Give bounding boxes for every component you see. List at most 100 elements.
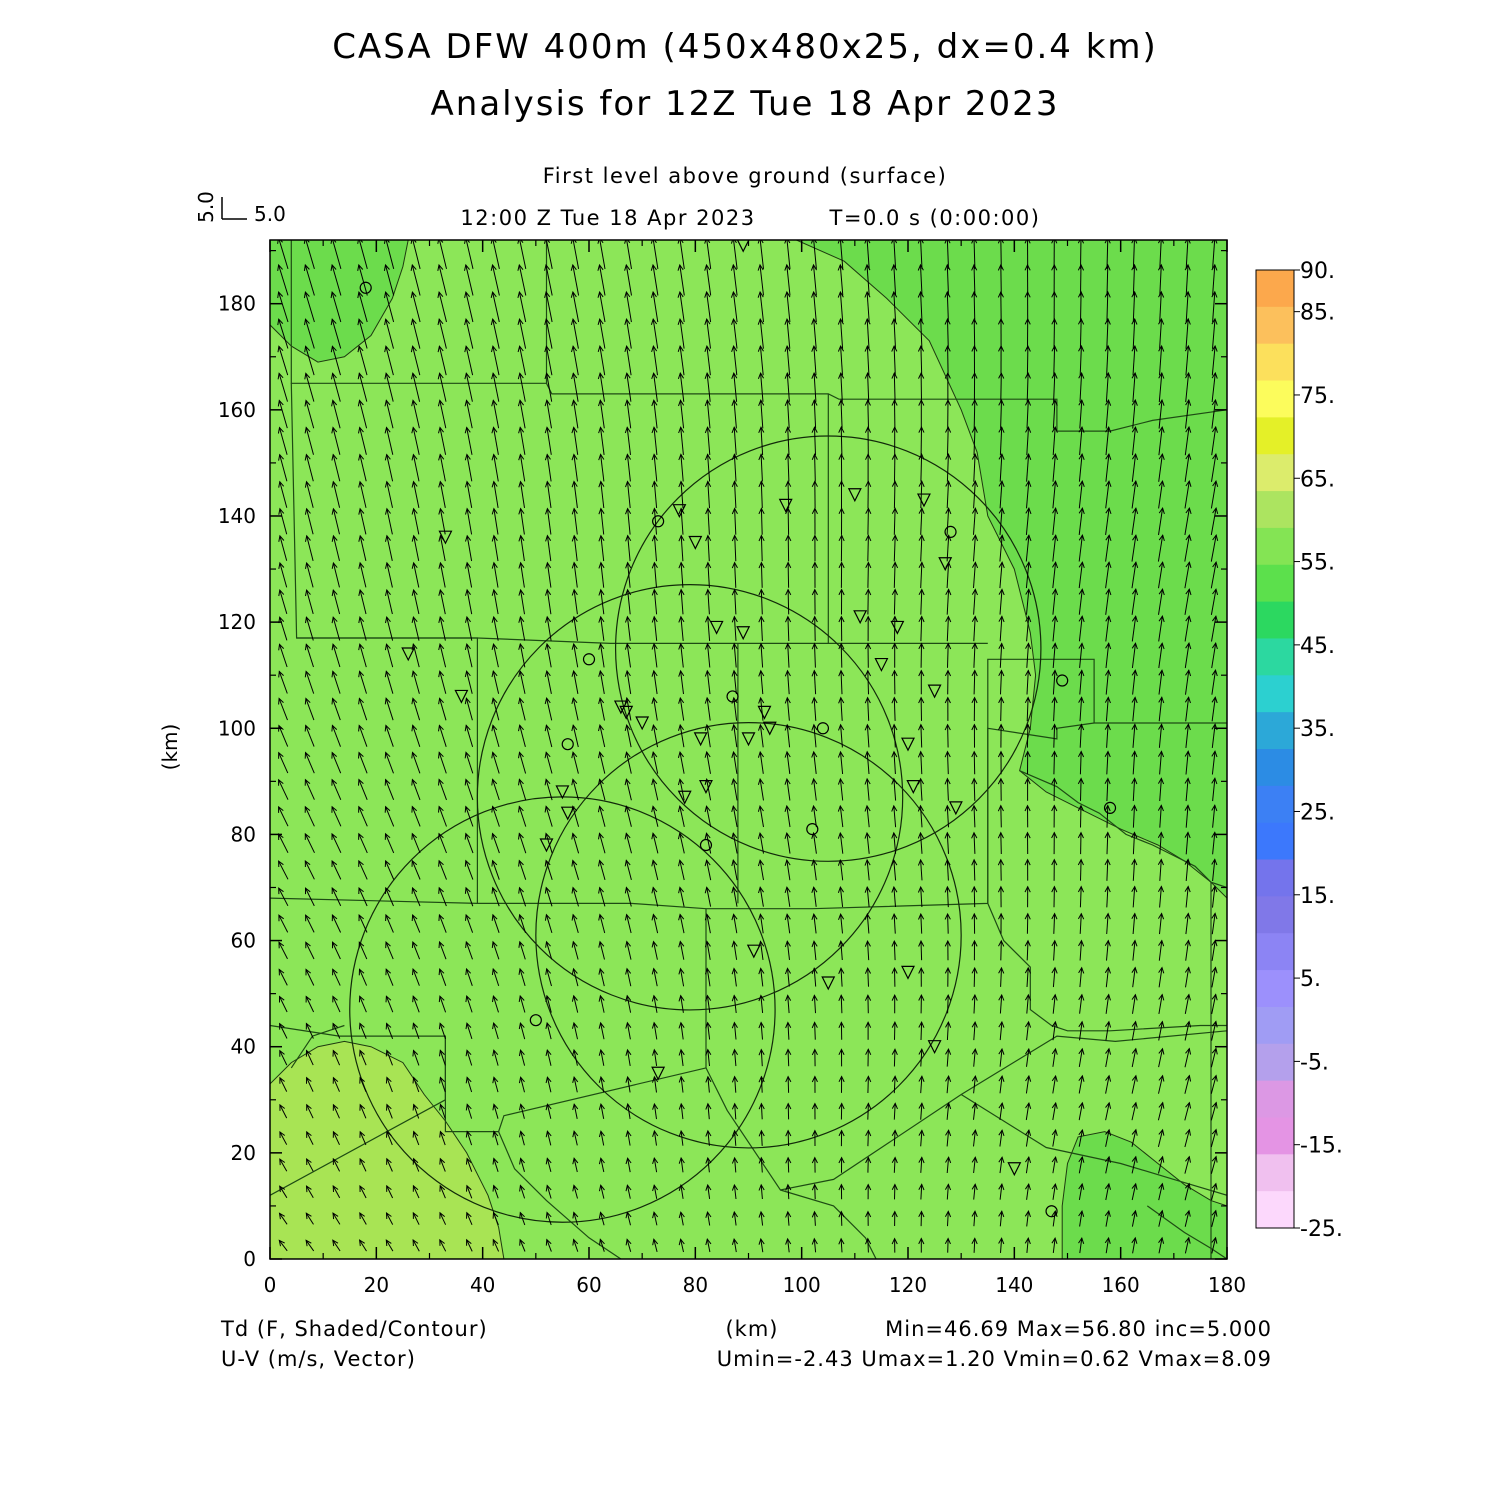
wind-vector: [625, 561, 632, 588]
wind-vector: [838, 1156, 845, 1173]
wind-vector: [864, 885, 871, 907]
wind-vector: [1210, 1155, 1218, 1174]
wind-vector: [678, 913, 685, 934]
wind-vector: [1077, 804, 1084, 828]
station-circle: [806, 823, 819, 836]
wind-vector: [385, 995, 394, 1013]
wind-vector: [1210, 560, 1219, 589]
wind-vector: [918, 371, 925, 402]
wind-vector: [492, 1076, 499, 1093]
colorbar-label: 75.: [1300, 384, 1335, 409]
station-triangle: [762, 721, 777, 736]
wind-vector: [464, 805, 474, 827]
wind-vector: [998, 398, 1005, 429]
wind-vector: [464, 751, 474, 774]
wind-vector: [518, 426, 526, 455]
wind-vector: [625, 967, 632, 987]
wind-vector: [945, 1075, 952, 1094]
wind-vector: [864, 831, 871, 854]
wind-vector: [677, 317, 685, 349]
wind-vector: [598, 1157, 605, 1173]
wind-vector: [517, 345, 526, 376]
wind-vector: [1131, 831, 1138, 855]
wind-vector: [1078, 1236, 1085, 1254]
wind-vector: [971, 240, 978, 269]
wind-vector: [571, 615, 578, 641]
wind-vector: [491, 967, 500, 987]
wind-vector: [544, 859, 553, 880]
wind-vector: [704, 886, 712, 907]
wind-vector: [358, 697, 368, 721]
wind-vector: [757, 240, 764, 269]
wind-vector: [865, 1129, 872, 1147]
wind-vector: [517, 399, 526, 429]
wind-vector: [731, 804, 738, 828]
wind-vector: [465, 1130, 473, 1146]
wind-vector: [784, 777, 791, 801]
wind-vector: [544, 453, 552, 482]
wind-vector: [279, 1049, 288, 1066]
wind-vector: [865, 1075, 872, 1094]
wind-vector: [650, 290, 659, 323]
wind-vector: [357, 399, 368, 429]
wind-vector: [1158, 669, 1165, 695]
wind-vector: [731, 1210, 739, 1226]
wind-vector: [439, 1049, 446, 1066]
wind-vector: [304, 480, 314, 508]
wind-vector: [332, 1130, 340, 1146]
wind-vector: [864, 240, 871, 269]
wind-vector: [1184, 993, 1191, 1014]
wind-vector: [730, 263, 738, 296]
wind-vector: [891, 1048, 898, 1067]
wind-vector: [437, 263, 447, 296]
wind-vector: [597, 372, 605, 402]
wind-vector: [439, 1238, 447, 1252]
wind-vector: [1025, 1128, 1032, 1147]
wind-vector: [1078, 561, 1085, 589]
wind-vector: [865, 1237, 872, 1253]
wind-vector: [998, 1074, 1005, 1094]
wind-vector: [304, 751, 315, 774]
wind-vector: [1104, 1209, 1111, 1227]
station-triangle: [560, 806, 575, 821]
wind-vector: [1158, 317, 1165, 349]
wind-vector: [466, 1238, 473, 1252]
wind-vector: [891, 831, 898, 854]
station-triangle: [438, 530, 453, 545]
wind-vector: [944, 831, 951, 854]
wind-vector: [278, 453, 288, 482]
wind-vector: [651, 561, 658, 588]
wind-vector: [519, 1184, 526, 1199]
wind-vector: [785, 1237, 792, 1253]
wind-vector: [758, 696, 765, 721]
wind-vector: [304, 670, 315, 694]
wind-vector: [1211, 912, 1218, 935]
wind-vector: [705, 1102, 712, 1120]
wind-vector: [918, 642, 925, 668]
wind-vector: [704, 859, 712, 881]
wind-vector: [625, 1238, 632, 1252]
wind-vector: [412, 968, 420, 986]
wind-vector: [384, 480, 393, 508]
wind-vector: [545, 1238, 552, 1252]
wind-vector: [837, 344, 845, 376]
wind-vector: [598, 1048, 605, 1066]
wind-vector: [306, 1103, 314, 1119]
wind-vector: [411, 561, 420, 588]
wind-vector: [918, 1102, 925, 1120]
wind-vector: [811, 561, 818, 588]
y-tick-label: 60: [231, 929, 256, 953]
wind-vector: [945, 453, 952, 482]
wind-vector: [731, 886, 738, 907]
wind-vector: [358, 561, 367, 588]
wind-vector: [837, 750, 845, 775]
wind-vector: [544, 778, 553, 801]
wind-vector: [518, 1048, 526, 1066]
wind-vector: [544, 317, 553, 349]
wind-vector: [784, 913, 791, 934]
wind-vector: [439, 1076, 446, 1093]
wind-vector: [358, 534, 367, 562]
wind-vector: [359, 1103, 367, 1119]
station-triangle: [635, 716, 650, 731]
wind-vector: [625, 940, 632, 960]
